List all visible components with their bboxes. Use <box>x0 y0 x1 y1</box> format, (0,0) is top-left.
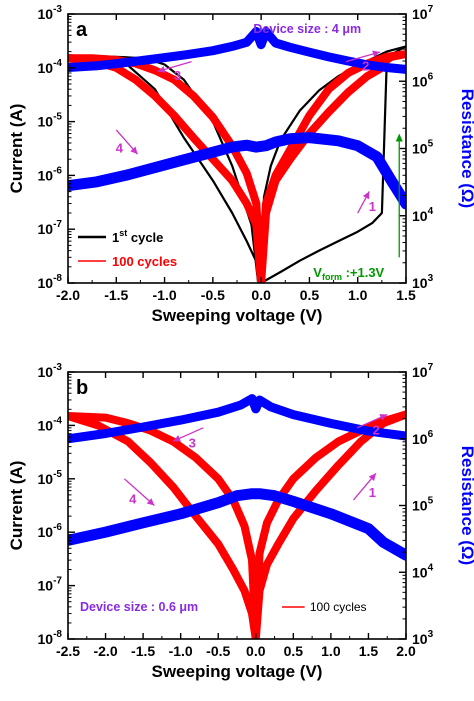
panel-a-x-tick-label: -0.5 <box>201 287 225 303</box>
panel-a-y2-tick-label: 106 <box>412 71 434 89</box>
panel-a-y-axis-label: Current (A) <box>7 104 26 194</box>
panel-a-plot-area <box>68 27 406 283</box>
panel-a-sweep-arrow-label: 4 <box>116 141 124 156</box>
panel-b-y-tick-label: 10-3 <box>38 362 63 380</box>
panel-a-legend-hundred-label: 100 cycles <box>112 254 177 269</box>
panel-b-panel-label: b <box>76 377 88 399</box>
panel-a-device-size: Device size : 4 μm <box>253 22 361 36</box>
panel-a-y-tick-label: 10-6 <box>38 165 63 183</box>
panel-b-y-tick-label: 10-6 <box>38 522 63 540</box>
panel-a-sweep-arrow-label: 2 <box>362 58 369 73</box>
panel-a-x-tick-label: -2.0 <box>56 287 80 303</box>
panel-a-forming-label: Vform :+1.3V <box>313 265 384 282</box>
panel-a-legend-first-cycle-label: 1st cycle <box>112 228 163 245</box>
panel-a-y-tick-label: 10-8 <box>38 273 63 291</box>
panel-a-y-tick-label: 10-7 <box>38 219 63 237</box>
panel-b-y2-tick-label: 103 <box>412 629 434 647</box>
panel-a-panel-label: a <box>76 19 88 41</box>
panel-b-sweep-arrow-head <box>173 435 181 442</box>
panel-b-x-tick-label: -0.5 <box>206 643 230 659</box>
panel-b-sweep-arrow-label: 4 <box>129 492 137 507</box>
panel-b-series-hundred-cycles <box>68 410 406 639</box>
panel-b-sweep-arrow-head <box>379 414 388 421</box>
panel-a-series-resistance-3 <box>68 27 406 74</box>
panel-b-series-resistance-1 <box>68 488 406 561</box>
panel-b-x-tick-label: 0.0 <box>246 643 266 659</box>
panel-b-y-axis-label: Current (A) <box>7 461 26 551</box>
panel-b-x-tick-label: 2.0 <box>396 643 416 659</box>
panel-b-x-tick-label: 0.5 <box>284 643 304 659</box>
panel-a-sweep-arrow-head <box>157 66 166 73</box>
panel-b-sweep-arrow-head <box>368 473 376 481</box>
panel-a-series-hundred-cycles <box>68 50 406 283</box>
panel-b-legend-hundred-label: 100 cycles <box>310 600 367 614</box>
panel-b-plot-area <box>68 394 406 639</box>
panel-b-series-resistance-2 <box>68 394 406 444</box>
panel-a-y2-tick-label: 107 <box>412 4 434 22</box>
panel-b-y-tick-label: 10-4 <box>38 415 63 433</box>
panel-b-sweep-arrow-label: 1 <box>369 485 376 500</box>
panel-a-forming-arrow-head <box>395 133 403 142</box>
panel-a-sweep-arrow-head <box>372 50 380 58</box>
panel-a-y2-tick-label: 104 <box>412 206 434 224</box>
panel-a-y-tick-label: 10-5 <box>38 112 63 130</box>
panel-b-x-tick-label: -1.0 <box>169 643 193 659</box>
panel-a-x-tick-label: -1.0 <box>153 287 177 303</box>
panel-b-chart: -2.5 -2.0 -1.5 -1.0 -0.5 0.0 0.5 1.0 1.5 2.0 10-3 1… <box>7 362 474 681</box>
panel-b-x-tick-label: 1.5 <box>359 643 379 659</box>
panel-b-y2-tick-label: 105 <box>412 496 434 514</box>
panel-a-x-axis-label: Sweeping voltage (V) <box>152 306 323 325</box>
panel-a-x-tick-label: 0.0 <box>251 287 271 303</box>
panel-a-y2-tick-label: 103 <box>412 273 434 291</box>
panel-b-y2-tick-label: 107 <box>412 362 434 380</box>
panel-a-x-tick-label: 1.5 <box>396 287 416 303</box>
panel-a-y2-axis-label: Resistance (Ω) <box>458 89 474 208</box>
panel-a-chart: -2.0 -1.5 -1.0 -0.5 0.0 0.5 1.0 1.5 10-3 10-4 10-5… <box>7 4 474 325</box>
panel-a-y-tick-label: 10-4 <box>38 58 63 76</box>
panel-b-y2-tick-label: 104 <box>412 562 434 580</box>
panel-a-x-tick-label: -1.5 <box>104 287 128 303</box>
panel-b-y2-tick-label: 106 <box>412 429 434 447</box>
panel-b-device-size: Device size : 0.6 μm <box>80 600 198 614</box>
panel-a-sweep-arrow-label: 3 <box>174 68 181 83</box>
panel-b-x-tick-label: -2.5 <box>56 643 80 659</box>
panel-a-y-tick-label: 10-3 <box>38 4 63 22</box>
panel-b-sweep-arrow-head <box>146 498 155 506</box>
panel-b-sweep-arrow-label: 2 <box>373 422 380 437</box>
panel-b-sweep-arrow-label: 3 <box>189 436 196 451</box>
panel-a-x-tick-label: 1.0 <box>348 287 368 303</box>
panel-a-sweep-arrow-head <box>130 146 138 155</box>
panel-b-x-tick-label: -1.5 <box>131 643 155 659</box>
panel-b-x-tick-label: -2.0 <box>93 643 117 659</box>
panel-a-y2-tick-label: 105 <box>412 139 434 157</box>
panel-a-series-resistance-2 <box>68 132 406 210</box>
panel-a-sweep-arrow-head <box>362 191 370 200</box>
panel-a-x-tick-label: 0.5 <box>300 287 320 303</box>
panel-b-y-tick-label: 10-5 <box>38 469 63 487</box>
panel-b-y2-axis-label: Resistance (Ω) <box>458 446 474 565</box>
panel-b-x-tick-label: 1.0 <box>321 643 341 659</box>
panel-b-x-axis-label: Sweeping voltage (V) <box>152 662 323 681</box>
panel-a-sweep-arrow-label: 1 <box>369 199 376 214</box>
panel-b-y-tick-label: 10-7 <box>38 576 63 594</box>
panel-b-y-tick-label: 10-8 <box>38 629 63 647</box>
